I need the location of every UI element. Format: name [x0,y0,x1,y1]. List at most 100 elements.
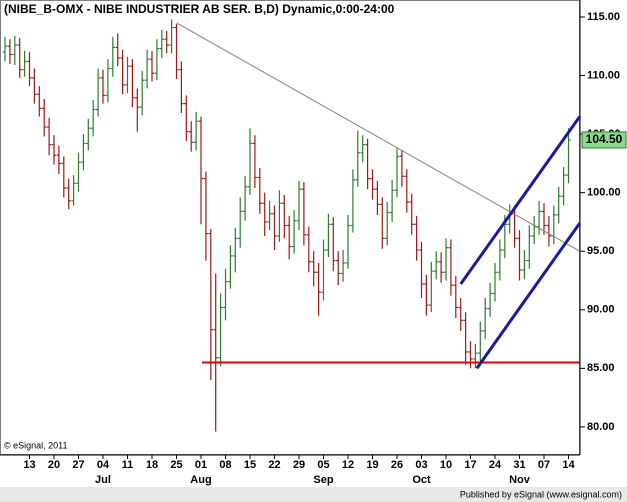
plot-frame [0,0,580,455]
ohlc-bar [282,195,287,239]
month-label: Oct [412,474,431,486]
ohlc-bar [223,268,228,321]
ohlc-bar [130,59,135,108]
ohlc-bar [61,156,66,198]
x-tick-label: 13 [23,459,35,471]
ohlc-bar [419,241,424,299]
ohlc-bar [252,135,258,188]
footer-strip [0,487,627,502]
x-tick-label: 07 [538,459,550,471]
ohlc-bar [257,168,262,214]
ohlc-bar [27,52,32,87]
ohlc-bar [213,273,218,432]
ohlc-bar [32,68,37,104]
ohlc-bar [463,312,468,365]
y-tick-label: 85.00 [587,362,615,374]
ohlc-bar [56,145,62,174]
ohlc-bar [287,216,292,260]
x-tick-label: 05 [317,459,329,471]
x-tick-label: 12 [342,459,354,471]
ohlc-bar [238,197,243,248]
ohlc-bar [478,321,483,362]
ohlc-bar [218,293,223,366]
y-tick-label: 115.00 [587,11,620,23]
ohlc-bar [355,130,360,187]
ohlc-bar [189,121,194,152]
ohlc-bar [546,216,552,247]
x-tick-label: 25 [170,459,182,471]
ohlc-bar [468,341,473,369]
ohlc-bar [424,274,429,316]
ohlc-bar [100,69,106,104]
ohlc-bar [91,100,96,137]
ohlc-bar [517,230,522,281]
ohlc-bar [203,171,209,261]
ohlc-bar [262,192,267,236]
ohlc-bar [184,95,189,142]
ohlc-bar [125,56,130,94]
x-tick-label: 24 [489,459,502,471]
ohlc-bar [7,39,13,64]
ohlc-bar [291,210,297,254]
ohlc-bar [267,200,272,231]
trendline [459,115,581,285]
y-tick-label: 80.00 [587,421,615,433]
x-tick-label: 03 [415,459,427,471]
y-tick-label: 90.00 [587,304,615,316]
x-tick-label: 29 [293,459,305,471]
ohlc-bar [316,262,321,316]
ohlc-bar [277,190,282,242]
ohlc-bar [140,70,145,116]
x-tick-label: 26 [391,459,403,471]
ohlc-bar [179,61,184,114]
x-tick-label: 17 [464,459,476,471]
ohlc-bar [81,134,86,171]
ohlc-bar [443,238,449,281]
ohlc-bar [247,128,253,195]
ohlc-bar [135,88,140,132]
ohlc-bar [228,245,233,289]
ohlc-bar [149,50,155,82]
ohlc-bar [120,49,125,95]
ohlc-bar [311,251,316,287]
ohlc-bar [399,150,405,187]
ohlc-bar [340,250,346,282]
y-tick-label: 100.00 [587,187,621,199]
ohlc-bar [492,262,498,302]
ohlc-bar [375,180,380,215]
ohlc-bar [95,68,101,117]
ohlc-bar [326,213,331,258]
ohlc-bar [46,117,52,156]
ohlc-bar [193,111,199,151]
ohlc-bar [414,216,419,261]
ohlc-bar [360,135,365,163]
ohlc-bar [164,31,169,54]
x-tick-label: 15 [244,459,256,471]
ohlc-bar [76,152,81,192]
ohlc-bar [144,49,150,89]
ohlc-bar [17,38,22,78]
ohlc-bar [198,116,204,225]
ohlc-bar [336,251,341,286]
month-label: Jul [95,474,111,486]
ohlc-bar [345,214,351,269]
ohlc-bar [301,182,307,246]
ohlc-bar [42,98,47,137]
ohlc-bar [37,86,42,117]
month-label: Nov [509,474,531,486]
ohlc-bar [561,166,566,206]
ohlc-bar [365,138,370,190]
ohlc-bar [350,169,356,233]
ohlc-bar [66,178,71,210]
ohlc-bar [527,225,532,269]
ohlc-bar [404,169,409,213]
y-tick-label: 95.00 [587,245,615,257]
trendline [475,222,581,370]
ohlc-bar [115,33,120,67]
x-tick-label: 19 [366,459,378,471]
month-label: Aug [190,474,211,486]
ohlc-bar [110,36,115,77]
ohlc-bar [233,227,238,273]
ohlc-bar [394,148,400,198]
ohlc-bar [429,261,434,313]
